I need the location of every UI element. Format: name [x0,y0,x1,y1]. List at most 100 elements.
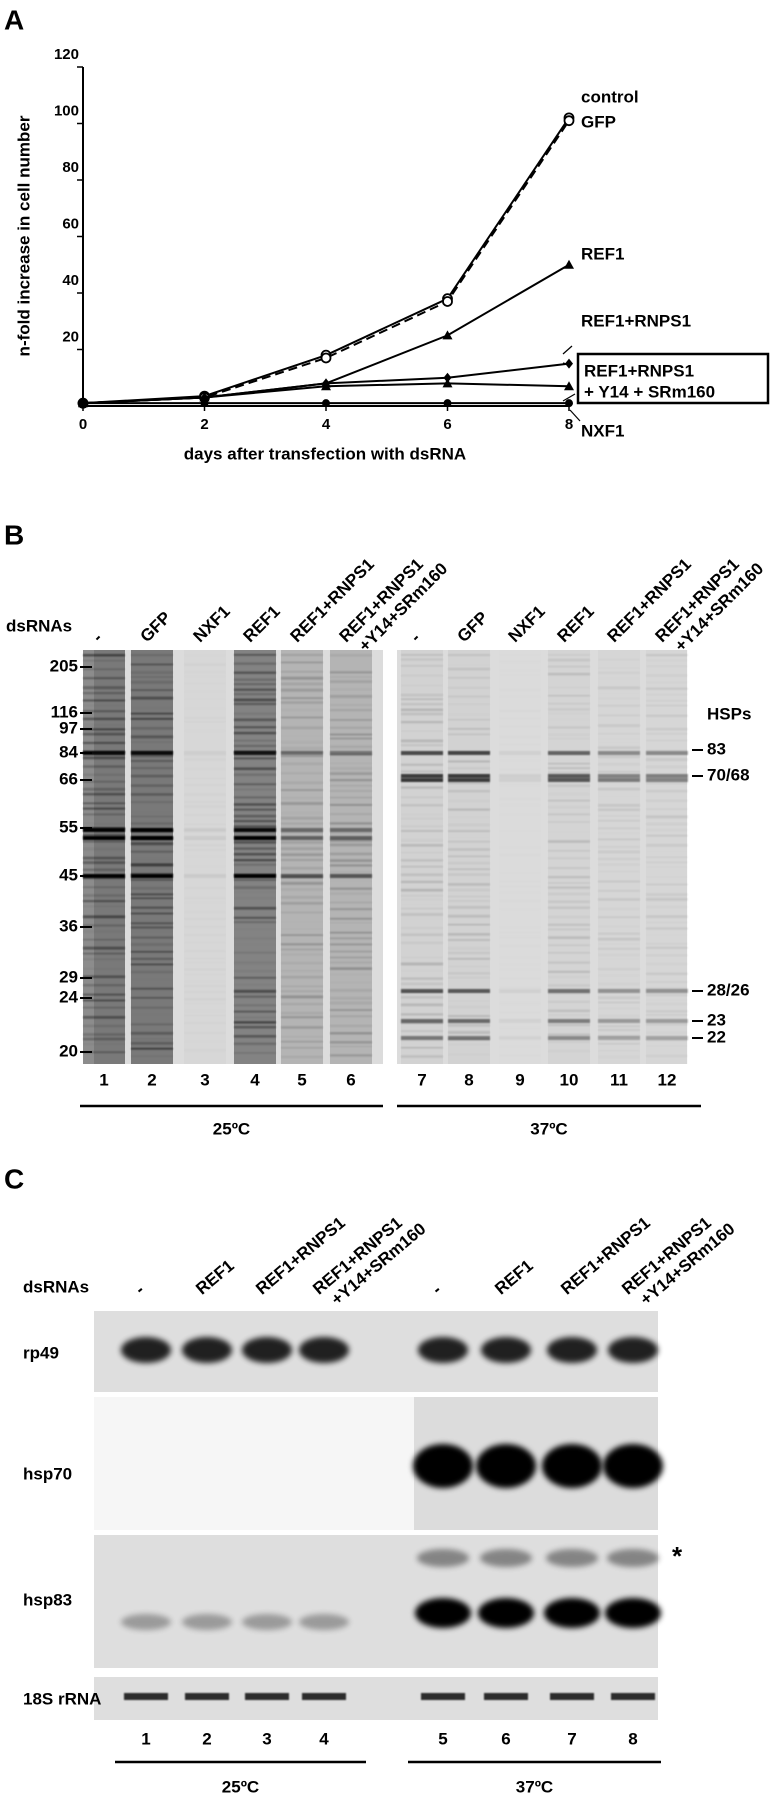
marker [443,372,452,383]
band [401,774,443,778]
band [401,720,443,724]
band [83,886,125,889]
band [330,719,372,721]
band [598,1056,640,1059]
lane-label: REF1 [240,602,284,646]
band [646,972,688,975]
band [448,868,490,871]
band [131,850,173,853]
band [234,834,276,836]
band [131,912,173,915]
lane-number: 2 [147,1070,156,1089]
band [646,800,688,802]
band [131,654,173,657]
band [499,926,541,928]
band [646,942,688,945]
band [281,661,323,664]
band [401,907,443,910]
band [184,730,226,733]
band [184,805,226,808]
x-tick-label: 2 [200,416,208,433]
band [448,1036,490,1040]
band [83,710,125,713]
band [598,1050,640,1052]
band [448,951,490,955]
band [124,1693,168,1700]
band [499,978,541,980]
band [478,1598,534,1628]
band [83,780,125,783]
band [476,1444,536,1488]
pointer-arrow [569,409,581,422]
band [330,751,372,755]
band [401,1036,443,1040]
band [281,921,323,923]
band [234,961,276,965]
band [299,1337,349,1363]
band [131,671,173,675]
band [646,1003,688,1006]
band [608,1337,658,1363]
series-label: REF1 [581,244,624,263]
band [547,1337,597,1363]
band [281,812,323,815]
series-line [82,120,570,405]
band [302,1693,346,1700]
band [448,933,490,936]
band [83,813,125,816]
band [598,880,640,883]
band [281,831,323,834]
band [448,816,490,819]
band [548,1014,590,1016]
band [646,856,688,858]
band [448,873,490,876]
band [548,961,590,964]
band [448,667,490,671]
band [499,705,541,707]
band [131,930,173,932]
band [548,784,590,787]
lane-number: 7 [417,1070,426,1089]
band [330,779,372,782]
band [131,766,173,770]
band [131,1014,173,1016]
pointer-arrow [562,362,571,366]
band [499,735,541,738]
band [598,667,640,669]
band [281,1011,323,1015]
band [598,815,640,817]
band [401,708,443,712]
band [499,931,541,934]
band [184,721,226,723]
panel-label: B [4,519,24,550]
band [548,1019,590,1023]
band [330,796,372,799]
band [83,1051,125,1054]
band [184,926,226,928]
band [330,864,372,867]
band [598,672,640,675]
band [83,823,125,825]
band [401,786,443,789]
band [448,654,490,657]
band [184,911,226,914]
band [548,658,590,662]
band [184,716,226,719]
band [598,677,640,680]
lane-number: 5 [297,1070,306,1089]
band [401,796,443,799]
band [646,866,688,868]
band [448,733,490,736]
band [499,759,541,761]
band [548,702,590,705]
band [448,695,490,698]
band [281,874,323,878]
band [646,694,688,696]
band [448,823,490,826]
band [330,790,372,792]
band [281,688,323,692]
marker [442,296,453,307]
band [83,1015,125,1019]
band [499,670,541,672]
band [401,804,443,807]
